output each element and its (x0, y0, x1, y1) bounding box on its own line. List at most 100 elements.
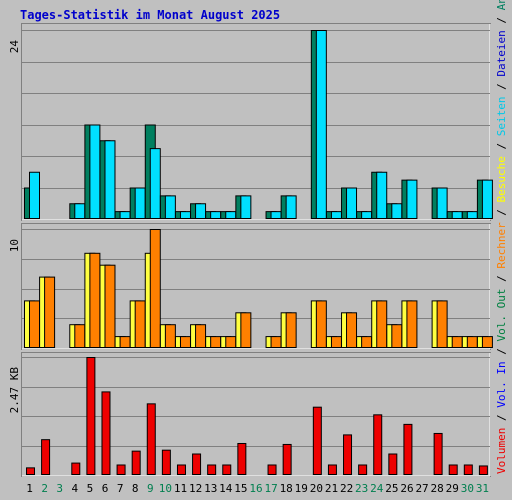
legend-part-9: / (495, 136, 508, 156)
day-label-23: 23 (355, 482, 368, 495)
bar-volumen-day-28 (433, 432, 443, 475)
day-label-14: 14 (219, 482, 233, 495)
day-label-30: 30 (461, 482, 474, 495)
day-label-9: 9 (147, 482, 154, 495)
bar-rechner-day-20 (315, 300, 327, 348)
legend-part-12: Dateien (495, 30, 508, 76)
bar-dateien-day-5 (89, 124, 101, 219)
bar-rechner-day-1 (29, 300, 40, 348)
bar-dateien-day-9 (149, 148, 161, 219)
legend-part-14: Anfragen (495, 0, 508, 10)
bar-volumen-day-11 (176, 464, 186, 475)
y-max-label-1: 24 (8, 40, 21, 54)
legend-part-11: / (495, 77, 508, 97)
bar-rechner-day-29 (451, 336, 463, 349)
bar-rechner-day-18 (285, 312, 297, 348)
bar-rechner-day-15 (240, 312, 252, 348)
bar-dateien-day-17 (270, 211, 282, 219)
legend-part-0: Volumen (495, 428, 508, 474)
bar-rechner-day-8 (134, 300, 146, 348)
bar-rechner-day-17 (270, 336, 282, 349)
bar-dateien-day-26 (406, 179, 418, 219)
y-max-label-2: 10 (8, 239, 21, 252)
day-label-13: 13 (204, 482, 217, 495)
bar-dateien-day-30 (466, 211, 478, 219)
bar-volumen-day-20 (312, 406, 322, 475)
legend-part-10: Seiten (495, 96, 508, 136)
legend-part-1: / (495, 408, 508, 428)
bar-volumen-day-8 (131, 450, 141, 475)
day-label-2: 2 (41, 482, 48, 495)
day-label-21: 21 (325, 482, 338, 495)
bar-rechner-day-24 (376, 300, 388, 348)
bar-volumen-day-7 (116, 464, 126, 475)
day-label-3: 3 (56, 482, 63, 495)
legend-part-6: Rechner (495, 222, 508, 269)
bar-dateien-day-21 (330, 211, 342, 219)
bar-dateien-day-25 (391, 203, 403, 219)
bar-volumen-day-23 (358, 464, 368, 475)
bar-volumen-day-30 (463, 464, 473, 475)
bar-rechner-day-25 (391, 324, 403, 349)
bar-dateien-day-12 (195, 203, 207, 219)
bar-volumen-day-22 (343, 434, 353, 475)
bar-dateien-day-11 (179, 211, 191, 219)
bar-dateien-day-24 (376, 171, 388, 219)
bar-dateien-day-15 (240, 195, 252, 219)
bar-dateien-day-23 (361, 211, 373, 219)
legend-part-3: / (495, 342, 508, 362)
right-legend: Volumen / Vol. In / Vol. Out / Rechner /… (495, 0, 508, 474)
bar-volumen-day-29 (448, 464, 458, 475)
day-label-18: 18 (280, 482, 293, 495)
bar-rechner-day-12 (195, 324, 207, 349)
bar-volumen-day-10 (161, 449, 171, 476)
bar-volumen-day-5 (86, 357, 96, 475)
day-label-22: 22 (340, 482, 353, 495)
bar-dateien-day-28 (436, 187, 448, 219)
bar-rechner-day-13 (210, 336, 222, 349)
day-label-24: 24 (370, 482, 384, 495)
bar-rechner-day-31 (481, 336, 493, 349)
bar-rechner-day-30 (466, 336, 478, 349)
chart-panels: 24 10 2.47 KB (8, 23, 493, 477)
day-label-6: 6 (102, 482, 109, 495)
y-max-label-3: 2.47 KB (8, 367, 21, 414)
day-label-20: 20 (310, 482, 323, 495)
bar-dateien-day-8 (134, 187, 146, 219)
bar-volumen-day-31 (478, 465, 488, 475)
bar-volumen-day-2 (41, 439, 51, 476)
bar-rechner-day-22 (346, 312, 358, 348)
day-label-27: 27 (415, 482, 428, 495)
bar-dateien-day-29 (451, 211, 463, 219)
legend-part-8: Besuche (495, 156, 508, 202)
bar-volumen-day-6 (101, 391, 111, 475)
bar-dateien-day-13 (210, 211, 222, 219)
bar-rechner-day-2 (44, 276, 56, 349)
bar-dateien-day-22 (346, 187, 358, 219)
bar-rechner-day-14 (225, 336, 237, 349)
bar-volumen-day-26 (403, 423, 413, 476)
bar-dateien-day-10 (164, 195, 176, 219)
bar-dateien-day-31 (481, 179, 493, 219)
day-label-15: 15 (234, 482, 247, 495)
bar-volumen-day-14 (222, 464, 232, 475)
bar-volumen-day-17 (267, 464, 277, 475)
bar-dateien-day-1 (29, 171, 40, 219)
bar-rechner-day-28 (436, 300, 448, 348)
bar-rechner-day-9 (149, 229, 161, 348)
legend-part-13: / (495, 10, 508, 30)
bar-rechner-day-21 (330, 336, 342, 349)
bar-rechner-day-11 (179, 336, 191, 349)
bar-dateien-day-14 (225, 211, 237, 219)
bar-volumen-day-15 (237, 442, 247, 476)
bar-volumen-day-13 (207, 464, 217, 475)
bar-dateien-day-18 (285, 195, 297, 219)
day-label-10: 10 (159, 482, 172, 495)
bar-dateien-day-4 (74, 203, 86, 219)
legend-part-5: / (495, 269, 508, 289)
bar-dateien-day-20 (315, 30, 327, 219)
day-label-4: 4 (72, 482, 79, 495)
bar-volumen-day-9 (146, 403, 156, 476)
day-label-8: 8 (132, 482, 139, 495)
